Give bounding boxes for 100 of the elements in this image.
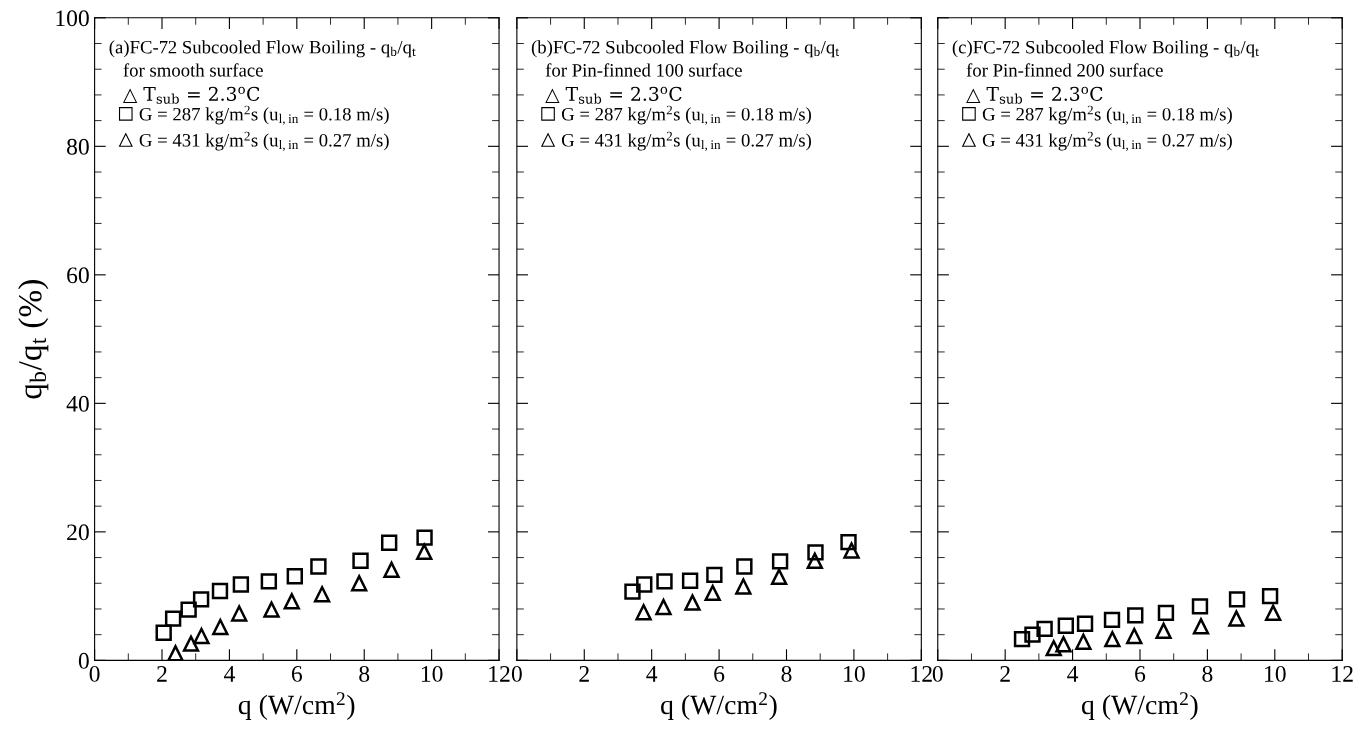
x-tick-label: 8 (1202, 665, 1213, 682)
y-tick-label: 20 (67, 524, 89, 541)
point (1228, 591, 1246, 608)
point (1013, 630, 1031, 648)
point (1192, 618, 1210, 635)
x-tick-label: 4 (646, 666, 658, 682)
point (1103, 611, 1121, 629)
x-tick-label: 8 (781, 665, 792, 682)
point (212, 618, 229, 636)
point (260, 573, 278, 590)
x-tick-label: 2 (579, 665, 589, 682)
point (286, 568, 303, 585)
point (1075, 633, 1092, 650)
annotation: for smooth surface (123, 63, 263, 77)
annotation: △ T$_{sub}$ = 2.3$^{o}$C (122, 86, 260, 104)
point (655, 598, 672, 616)
point (1264, 604, 1282, 622)
point (843, 542, 860, 559)
point (155, 624, 172, 641)
x-tick-label: 8 (359, 665, 370, 682)
point (807, 544, 824, 561)
point (735, 578, 752, 595)
point (192, 591, 210, 608)
point (1055, 636, 1072, 653)
y-axis-title: q$_{b}$/q$_{t}$ (%) (18, 280, 49, 399)
x-tick-label: 2 (1000, 665, 1010, 682)
point (736, 558, 753, 575)
point (211, 582, 229, 600)
x-tick-label: 0 (89, 665, 100, 682)
annotation: △ T$_{sub}$ = 2.3$^{o}$C (545, 86, 682, 104)
point (352, 552, 369, 569)
point (1191, 598, 1209, 615)
x-axis-title: q (W/cm$^{2}$) (661, 692, 777, 720)
x-tick-label: 0 (511, 665, 522, 682)
x-axis-title: q (W/cm$^{2}$) (1081, 692, 1198, 720)
point (380, 534, 398, 551)
point (1126, 627, 1143, 645)
x-tick-label: 2 (157, 665, 167, 682)
point (350, 575, 368, 592)
x-tick-label: 10 (421, 665, 443, 682)
annotation: (b)FC-72 Subcooled Flow Boiling - q$_{b}$/q$_{t}$ (531, 40, 839, 58)
y-tick-label: 60 (67, 267, 89, 284)
point (681, 572, 699, 589)
legend-label: G = 287 kg/m$^{2}$s (u$_{l,in}$ = 0.18 m/s) (982, 105, 1232, 125)
point (1127, 607, 1144, 624)
x-tick-label: 12 (1332, 665, 1353, 682)
point (1104, 630, 1121, 648)
point (1024, 626, 1041, 643)
annotation: (c)FC-72 Subcooled Flow Boiling - q$_{b}$/q$_{t}$ (952, 40, 1259, 58)
point (770, 568, 788, 586)
x-tick-label: 10 (844, 665, 865, 682)
x-tick-label: 6 (291, 665, 303, 682)
point (310, 558, 327, 575)
point (1157, 604, 1175, 622)
point (230, 605, 248, 622)
y-tick-label: 100 (56, 10, 89, 27)
point (1076, 615, 1094, 632)
x-tick-label: 6 (1135, 665, 1146, 682)
point (624, 583, 641, 600)
legend-label: G = 431 kg/m$^{2}$s (u$_{l,in}$ = 0.27 m/s) (982, 131, 1232, 152)
x-tick-label: 4 (1067, 666, 1079, 682)
point (706, 566, 723, 584)
point (1045, 639, 1062, 657)
point (1036, 620, 1053, 638)
point (771, 553, 789, 570)
point (164, 610, 182, 627)
x-tick-label: 0 (932, 665, 943, 682)
point (313, 586, 331, 603)
point (263, 601, 280, 618)
point (180, 601, 197, 618)
annotation: for Pin-finned 200 surface (966, 63, 1163, 77)
point (1261, 587, 1279, 605)
x-axis-title: q (W/cm$^{2}$) (238, 692, 355, 720)
point (684, 594, 701, 611)
point (704, 584, 721, 602)
point (1155, 622, 1172, 640)
annotation: (a)FC-72 Subcooled Flow Boiling - q$_{b}$/q$_{t}$ (109, 40, 416, 58)
point (193, 627, 210, 645)
y-tick-label: 0 (78, 652, 89, 669)
point (1228, 610, 1245, 627)
point (840, 533, 857, 551)
point (636, 576, 653, 593)
legend-label: G = 287 kg/m$^{2}$s (u$_{l,in}$ = 0.18 m/s) (139, 105, 389, 125)
point (806, 552, 823, 569)
point (416, 529, 433, 546)
point (383, 561, 400, 578)
point (283, 593, 300, 610)
x-tick-label: 10 (1265, 665, 1286, 682)
x-tick-label: 6 (714, 665, 725, 682)
legend-label: G = 431 kg/m$^{2}$s (u$_{l,in}$ = 0.27 m/s) (139, 131, 389, 152)
x-tick-label: 4 (223, 666, 235, 682)
annotation: △ T$_{sub}$ = 2.3$^{o}$C (966, 86, 1103, 104)
x-tick-label: 12 (489, 665, 510, 682)
annotation: for Pin-finned 100 surface (545, 63, 742, 77)
legend-label: G = 287 kg/m$^{2}$s (u$_{l,in}$ = 0.18 m/s) (561, 105, 811, 125)
point (416, 543, 433, 560)
point (232, 576, 250, 593)
point (635, 603, 652, 621)
legend-label: G = 431 kg/m$^{2}$s (u$_{l,in}$ = 0.27 m/s) (561, 131, 811, 152)
y-tick-label: 80 (67, 138, 89, 155)
